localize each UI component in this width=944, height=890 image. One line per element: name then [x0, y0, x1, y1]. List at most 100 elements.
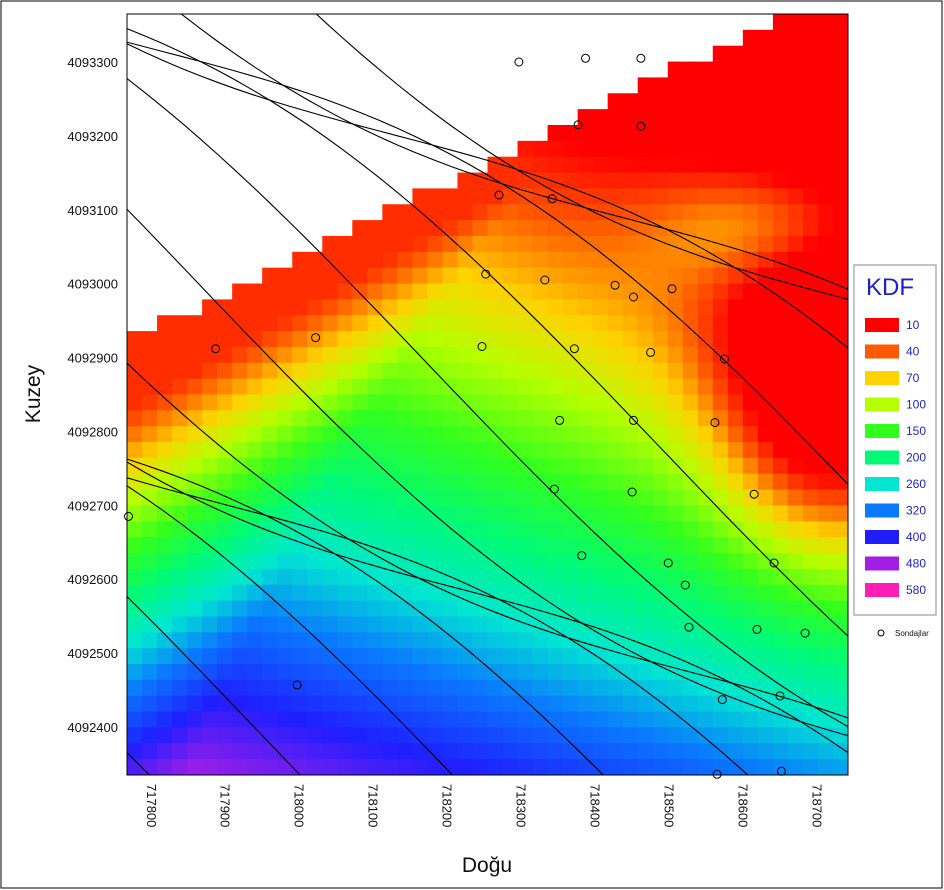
heat-cell [622, 45, 639, 63]
heat-cell [187, 362, 203, 380]
heat-cell [637, 727, 654, 744]
heat-cell [307, 346, 323, 364]
heat-cell [307, 77, 323, 94]
heat-cell [757, 759, 774, 775]
heat-cell [727, 140, 744, 158]
sondaj-point [663, 558, 673, 568]
heat-cell [487, 251, 504, 269]
heat-cell [697, 124, 714, 142]
heat-cell [217, 426, 233, 443]
heat-cell [532, 616, 549, 633]
heat-cell [202, 251, 218, 269]
heat-cell [532, 521, 549, 538]
heat-cell [247, 346, 263, 364]
heat-cell [322, 695, 338, 713]
heat-cell [232, 204, 248, 221]
heat-cell [727, 235, 744, 253]
heat-cell [217, 505, 233, 522]
heat-cell [652, 759, 669, 775]
heat-cell [457, 521, 474, 538]
heat-cell [697, 711, 714, 729]
heat-cell [772, 743, 789, 760]
sondaj-point [646, 347, 656, 357]
heat-cell [772, 679, 789, 697]
heat-cell [832, 251, 848, 269]
heat-cell [697, 251, 714, 269]
heat-cell [307, 505, 323, 522]
heat-cell [412, 505, 429, 522]
heat-cell [547, 457, 564, 475]
heat-cell [457, 188, 474, 205]
heat-cell [607, 378, 624, 396]
heat-cell [697, 759, 714, 775]
heat-cell [427, 29, 444, 47]
heat-cell [802, 331, 819, 348]
heat-cell [247, 521, 263, 538]
heat-cell [337, 695, 353, 713]
heat-cell [667, 346, 684, 364]
heat-cell [577, 679, 594, 697]
heat-cell [697, 553, 714, 570]
heat-cell [322, 29, 338, 47]
heat-cell [412, 267, 429, 285]
heat-cell [307, 664, 323, 681]
heat-cell [142, 61, 158, 79]
heat-cell [742, 204, 759, 221]
heat-cell [412, 109, 429, 126]
heat-cell [802, 378, 819, 396]
heat-cell [817, 695, 834, 713]
heat-cell [472, 235, 489, 253]
heat-cell [427, 648, 444, 665]
heat-cell [727, 537, 744, 554]
heat-cell [532, 473, 549, 491]
sondaj-point [684, 622, 694, 632]
heat-cell [397, 267, 413, 285]
heat-cell [157, 140, 173, 158]
heat-cell [502, 711, 519, 729]
heat-cell [562, 537, 579, 554]
heat-cell [592, 109, 609, 126]
heat-cell [472, 505, 489, 522]
sondaj-point [549, 484, 559, 494]
heat-cell [472, 77, 489, 94]
heat-cell [127, 378, 143, 396]
heat-cell [232, 109, 248, 126]
heat-cell [397, 77, 413, 94]
heat-cell [787, 315, 804, 332]
heat-cell [742, 362, 759, 380]
heat-cell [682, 172, 699, 189]
heat-cell [247, 93, 263, 110]
heat-cell [412, 299, 429, 316]
heat-cell [127, 584, 143, 602]
heat-cell [742, 172, 759, 189]
heat-cell [202, 283, 218, 300]
heat-cell [532, 711, 549, 729]
heat-cell [802, 45, 819, 63]
heat-cell [727, 156, 744, 174]
heat-cell [712, 61, 729, 79]
heat-cell [517, 267, 534, 285]
heat-cell [442, 140, 459, 158]
heat-cell [217, 331, 233, 348]
heat-cell [592, 505, 609, 522]
heat-cell [772, 93, 789, 110]
heat-cell [727, 632, 744, 649]
heat-cell [367, 283, 383, 300]
heat-cell [562, 378, 579, 396]
heat-cell [307, 584, 323, 602]
heat-cell [337, 632, 353, 649]
heat-cell [502, 457, 519, 475]
heat-cell [397, 632, 413, 649]
heat-cell [607, 648, 624, 665]
heat-cell [187, 553, 203, 570]
heat-cell [322, 473, 338, 491]
heat-cell [832, 759, 848, 775]
heat-cell [802, 537, 819, 554]
heat-cell [322, 77, 338, 94]
heat-cell [397, 283, 413, 300]
heat-cell [727, 759, 744, 775]
contour-line [315, 14, 848, 300]
heat-cell [787, 172, 804, 189]
heat-cell [562, 140, 579, 158]
heat-cell [802, 632, 819, 649]
